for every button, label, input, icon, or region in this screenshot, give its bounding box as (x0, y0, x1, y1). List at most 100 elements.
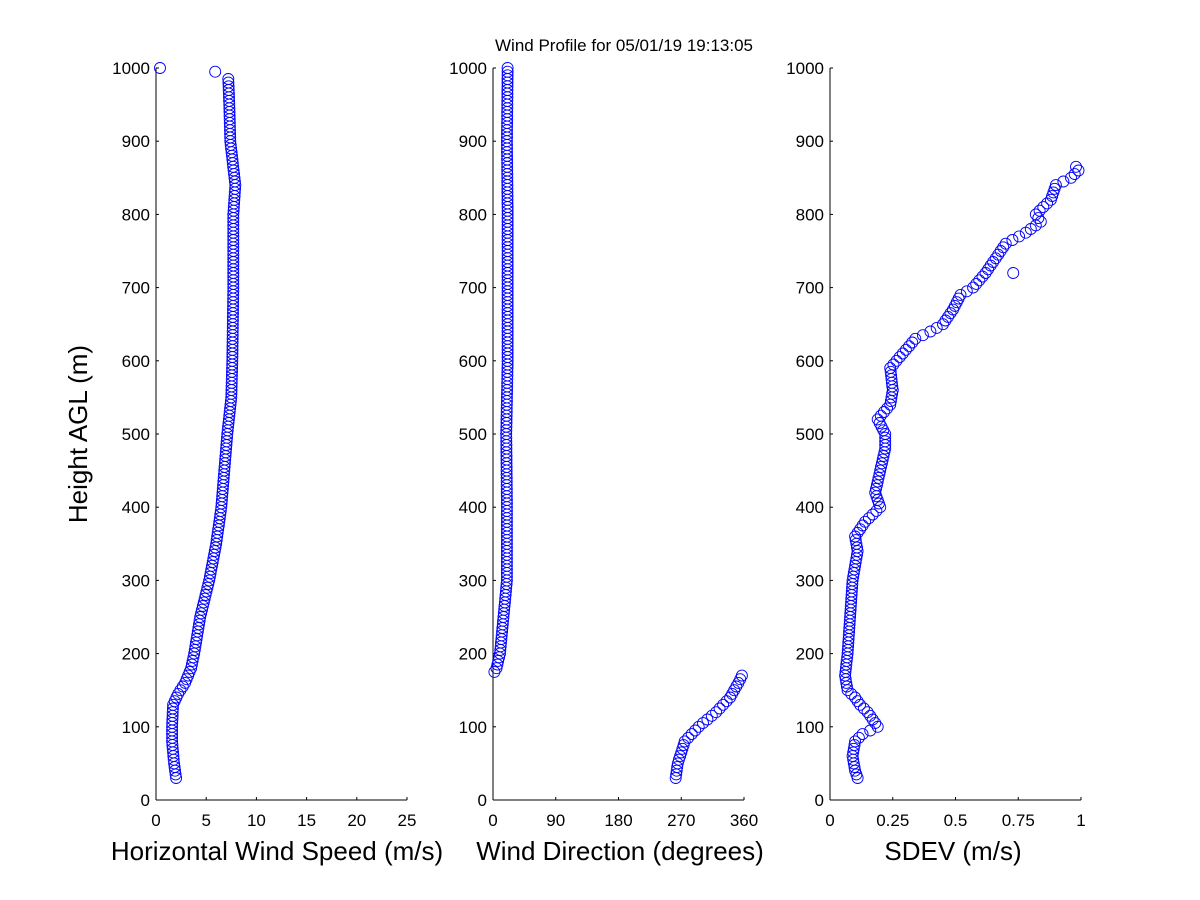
data-point (994, 245, 1007, 257)
data-point (852, 731, 865, 744)
y-tick-label: 600 (122, 352, 150, 371)
data-point (873, 468, 886, 481)
data-point (671, 761, 684, 774)
data-point (713, 702, 726, 715)
data-point (887, 358, 900, 371)
data-point (869, 717, 882, 730)
y-tick-label: 400 (122, 498, 150, 517)
data-point (856, 728, 869, 741)
data-point (869, 486, 882, 499)
y-tick-label: 800 (122, 205, 150, 224)
y-tick-label: 0 (141, 791, 150, 810)
data-point (689, 724, 702, 737)
x-tick-label: 270 (667, 811, 695, 830)
data-point (1013, 230, 1026, 243)
data-point (999, 237, 1012, 250)
data-point (682, 731, 695, 744)
data-point (864, 709, 877, 722)
x-tick-label: 0.75 (1002, 811, 1035, 830)
data-point (493, 651, 506, 664)
data-point (197, 596, 210, 609)
data-point (209, 65, 222, 78)
data-point (881, 402, 894, 415)
data-point (937, 318, 949, 331)
y-tick-label: 600 (796, 352, 824, 371)
data-point (717, 698, 730, 711)
data-point (1033, 204, 1046, 217)
data-point (899, 343, 912, 356)
data-point (859, 515, 872, 528)
data-point (1070, 160, 1082, 173)
data-point (1068, 168, 1081, 181)
y-tick-label: 500 (122, 425, 150, 444)
data-point (866, 713, 879, 726)
x-tick-label: 0 (825, 811, 834, 830)
data-point (851, 695, 864, 708)
y-axis-label: Height AGL (m) (63, 345, 93, 523)
data-point (1019, 226, 1032, 239)
panel-speed: 0 100 200 300 400 500 600 700 800 900 1000 0 5 10 15 20… (111, 59, 443, 866)
data-point (692, 720, 705, 733)
panel-sdev: 0 100 200 300 400 500 600 700 800 900 1000 0 0.25 0.5… (786, 59, 1086, 866)
y-tick-label: 100 (122, 718, 150, 737)
data-point (1072, 164, 1085, 177)
x-tick-label: 10 (247, 811, 266, 830)
data-point (1024, 223, 1037, 235)
data-point (848, 739, 861, 752)
y-tick-label: 200 (459, 645, 487, 664)
data-point (997, 241, 1010, 254)
y-tick-label: 1000 (449, 59, 487, 78)
x-tick-label: 0 (488, 811, 497, 830)
y-tick-label: 1000 (112, 59, 150, 78)
data-point (845, 687, 858, 700)
data-point (724, 691, 737, 704)
data-point (875, 457, 888, 470)
data-point (1029, 219, 1042, 232)
data-point (970, 277, 983, 290)
y-tick-label: 900 (459, 132, 487, 151)
data-point (1006, 234, 1019, 246)
y-tick-label: 500 (796, 425, 824, 444)
data-point (849, 534, 862, 547)
data-point (501, 69, 514, 82)
data-point (222, 80, 235, 93)
data-point (982, 263, 995, 276)
y-tick-label: 200 (796, 645, 824, 664)
x-tick-label: 25 (398, 811, 417, 830)
data-point (200, 585, 213, 598)
data-point (488, 665, 501, 678)
data-point (857, 702, 870, 715)
data-point (849, 735, 862, 748)
data-point (196, 600, 209, 612)
data-point (871, 475, 884, 488)
data-point (884, 365, 897, 378)
x-tick-label: 180 (604, 811, 632, 830)
data-point (222, 76, 235, 89)
data-point (199, 589, 212, 601)
data-point (201, 581, 214, 594)
y-tick-label: 300 (122, 571, 150, 590)
data-point (909, 332, 922, 345)
x-tick-label: 360 (730, 811, 758, 830)
data-point (944, 307, 957, 320)
y-tick-label: 300 (796, 571, 824, 590)
data-point (1057, 175, 1070, 188)
data-point (973, 274, 986, 287)
data-point (166, 702, 179, 715)
y-tick-label: 700 (122, 279, 150, 298)
y-tick-label: 900 (796, 132, 824, 151)
y-tick-label: 600 (459, 352, 487, 371)
data-point (989, 252, 1002, 265)
data-point (501, 62, 514, 74)
x-tick-label: 20 (347, 811, 366, 830)
data-point (195, 607, 208, 620)
data-point (193, 614, 206, 627)
data-point (202, 578, 215, 591)
y-tick-label: 100 (459, 718, 487, 737)
data-point (222, 73, 235, 85)
data-point (856, 519, 869, 532)
data-point (967, 281, 980, 294)
data-point (701, 713, 714, 726)
data-point (960, 285, 973, 298)
y-tick-label: 200 (122, 645, 150, 664)
